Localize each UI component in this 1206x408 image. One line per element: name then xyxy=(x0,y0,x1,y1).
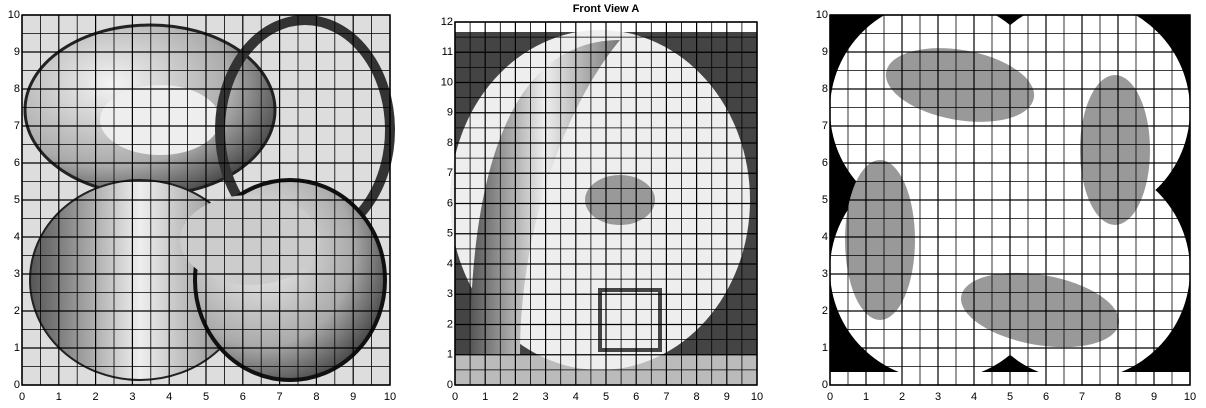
x-tick-label: 7 xyxy=(663,391,669,403)
x-tick-label: 9 xyxy=(1151,391,1157,403)
x-tick-label: 7 xyxy=(277,391,283,403)
x-tick-label: 8 xyxy=(1115,391,1121,403)
x-tick-label: 0 xyxy=(452,391,458,403)
y-tick-label: 1 xyxy=(14,342,20,354)
y-tick-label: 7 xyxy=(14,120,20,132)
y-tick-label: 8 xyxy=(14,83,20,95)
y-tick-label: 4 xyxy=(14,231,20,243)
y-tick-label: 6 xyxy=(14,157,20,169)
x-tick-label: 2 xyxy=(899,391,905,403)
y-tick-label: 9 xyxy=(14,46,20,58)
y-tick-label: 8 xyxy=(447,137,453,149)
y-tick-label: 10 xyxy=(8,9,20,21)
y-tick-label: 6 xyxy=(447,197,453,209)
x-tick-label: 8 xyxy=(313,391,319,403)
y-tick-label: 1 xyxy=(822,342,828,354)
x-tick-label: 9 xyxy=(724,391,730,403)
y-tick-label: 0 xyxy=(447,379,453,391)
y-tick-label: 7 xyxy=(447,167,453,179)
x-tick-label: 4 xyxy=(573,391,579,403)
x-tick-label: 5 xyxy=(1007,391,1013,403)
y-tick-label: 11 xyxy=(442,46,453,58)
x-tick-label: 2 xyxy=(93,391,99,403)
x-tick-label: 5 xyxy=(203,391,209,403)
y-tick-label: 2 xyxy=(14,305,20,317)
y-tick-label: 0 xyxy=(822,379,828,391)
x-tick-label: 1 xyxy=(863,391,869,403)
y-tick-label: 10 xyxy=(441,76,453,88)
y-tick-label: 4 xyxy=(447,258,453,270)
x-tick-label: 4 xyxy=(971,391,977,403)
x-tick-label: 2 xyxy=(512,391,518,403)
x-tick-label: 1 xyxy=(56,391,62,403)
y-tick-label: 2 xyxy=(447,318,453,330)
screenshot: 0123456789100123456789100123456789100123… xyxy=(0,0,1206,408)
y-tick-label: 4 xyxy=(822,231,828,243)
x-tick-label: 3 xyxy=(543,391,549,403)
y-tick-label: 10 xyxy=(816,9,828,21)
x-tick-label: 3 xyxy=(935,391,941,403)
y-tick-label: 1 xyxy=(447,349,453,361)
y-tick-label: 7 xyxy=(822,120,828,132)
x-tick-label: 3 xyxy=(129,391,135,403)
x-tick-label: 10 xyxy=(751,391,763,403)
y-tick-label: 5 xyxy=(447,228,453,240)
x-tick-label: 0 xyxy=(827,391,833,403)
x-tick-label: 0 xyxy=(19,391,25,403)
y-tick-label: 3 xyxy=(14,268,20,280)
y-tick-label: 2 xyxy=(822,305,828,317)
y-tick-label: 3 xyxy=(822,268,828,280)
x-tick-label: 7 xyxy=(1079,391,1085,403)
x-tick-label: 6 xyxy=(1043,391,1049,403)
x-tick-label: 1 xyxy=(482,391,488,403)
image-front-view xyxy=(450,30,757,385)
y-tick-label: 5 xyxy=(822,194,828,206)
y-tick-label: 6 xyxy=(822,157,828,169)
x-tick-label: 6 xyxy=(240,391,246,403)
panel-title: Front View A xyxy=(573,3,640,15)
y-tick-label: 0 xyxy=(14,379,20,391)
x-tick-label: 5 xyxy=(603,391,609,403)
y-tick-label: 5 xyxy=(14,194,20,206)
x-tick-label: 4 xyxy=(166,391,172,403)
y-tick-label: 9 xyxy=(447,107,453,119)
x-tick-label: 9 xyxy=(350,391,356,403)
x-tick-label: 6 xyxy=(633,391,639,403)
y-tick-label: 9 xyxy=(822,46,828,58)
y-tick-label: 3 xyxy=(447,288,453,300)
y-tick-label: 12 xyxy=(441,16,453,28)
y-tick-label: 8 xyxy=(822,83,828,95)
x-tick-label: 10 xyxy=(1184,391,1196,403)
x-tick-label: 8 xyxy=(694,391,700,403)
x-tick-label: 10 xyxy=(384,391,396,403)
